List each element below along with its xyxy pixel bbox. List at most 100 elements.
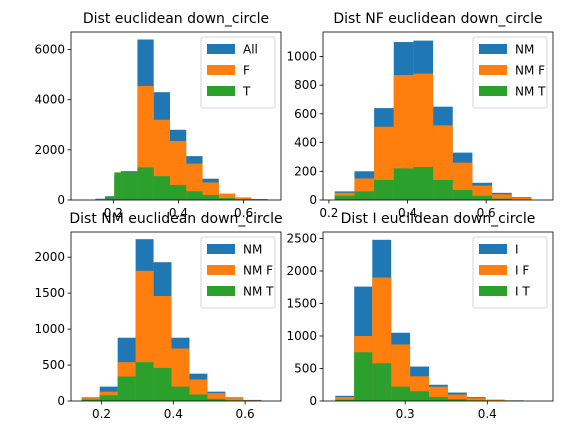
y-tick-label: 2000: [286, 264, 317, 278]
histogram-bar: [335, 397, 355, 401]
axes-frame: [70, 231, 282, 402]
histogram-bar: [372, 363, 392, 401]
x-tick-label: 0.4: [169, 206, 188, 220]
y-tick-label: 1500: [34, 286, 65, 300]
histogram-bar: [374, 179, 394, 200]
axes-frame: [322, 231, 554, 402]
y-tick-label: 0: [309, 193, 317, 207]
legend-swatch: [479, 265, 507, 275]
y-tick-label: 1000: [286, 49, 317, 63]
axes-frame: [70, 31, 282, 201]
chart-title: Dist I euclidean down_circle: [341, 211, 536, 227]
legend-swatch: [479, 86, 507, 96]
histogram-bar: [354, 191, 375, 200]
histogram-bar: [447, 394, 467, 401]
legend-label: NM: [515, 43, 534, 57]
y-tick-label: 600: [294, 107, 317, 121]
chart-panel-3: 0.2 0.4 0.6 0 500 1000 1500 2000 Dist NM euclide…: [34, 211, 282, 421]
histogram-bar: [410, 391, 429, 401]
x-tick-label: 0.2: [104, 206, 123, 220]
histogram-bar: [218, 197, 236, 200]
legend-label: All: [243, 43, 258, 57]
y-tick-label: 200: [294, 164, 317, 178]
histogram-bar: [472, 195, 493, 200]
histogram-bar: [99, 395, 118, 401]
histogram-bar: [202, 194, 219, 200]
x-tick-label: 0.2: [92, 407, 111, 421]
histogram-bar: [413, 166, 434, 200]
legend-label: NM T: [243, 285, 274, 299]
x-tick-label: 0.6: [477, 206, 496, 220]
y-tick-label: 2500: [286, 232, 317, 246]
histogram-bar: [105, 197, 115, 200]
histogram-bar: [391, 386, 411, 401]
y-tick-label: 1500: [286, 297, 317, 311]
histogram-bar: [393, 168, 414, 200]
histogram-bar: [117, 376, 136, 401]
legend-swatch: [207, 286, 235, 296]
y-tick-label: 2000: [34, 143, 65, 157]
legend-swatch: [479, 65, 507, 75]
y-tick-label: 500: [294, 362, 317, 376]
legend-swatch: [207, 265, 235, 275]
histogram-bar: [511, 197, 532, 200]
legend: I I F I T: [472, 236, 548, 309]
legend: NM NM F NM T: [472, 36, 548, 109]
histogram-bar: [137, 167, 154, 200]
histogram-bar: [153, 367, 172, 401]
y-tick-label: 1000: [286, 329, 317, 343]
legend-swatch: [479, 286, 507, 296]
y-tick-label: 1000: [34, 322, 65, 336]
series-t: [105, 167, 252, 200]
histogram-bar: [485, 400, 505, 401]
histogram-bar: [218, 193, 236, 200]
y-tick-label: 2000: [34, 250, 65, 264]
legend-swatch: [207, 86, 235, 96]
legend-label: NM F: [515, 64, 545, 78]
histogram-bar: [225, 398, 244, 401]
legend-label: NM F: [243, 264, 273, 278]
histogram-bar: [335, 399, 355, 401]
histogram-bar: [153, 176, 170, 200]
y-tick-label: 800: [294, 78, 317, 92]
histogram-bar: [354, 352, 373, 401]
chart-title: Dist NF euclidean down_circle: [333, 11, 542, 27]
chart-title: Dist euclidean down_circle: [83, 11, 269, 27]
x-tick-label: 0.2: [319, 206, 338, 220]
histogram-bar: [428, 397, 448, 401]
legend-label: I F: [515, 264, 529, 278]
x-tick-label: 0.6: [236, 407, 255, 421]
series-i-t: [335, 352, 486, 401]
histogram-bar: [492, 194, 512, 200]
x-tick-label: 0.4: [398, 206, 417, 220]
x-tick-label: 0.4: [164, 407, 183, 421]
y-tick-label: 500: [42, 358, 65, 372]
histogram-bar: [334, 195, 355, 200]
histogram-bar: [186, 191, 203, 200]
histogram-bar: [466, 398, 486, 401]
histogram-bar: [207, 393, 226, 401]
x-tick-label: 0.4: [478, 407, 497, 421]
histogram-bar: [114, 172, 122, 200]
histogram-bar: [207, 398, 226, 401]
chart-panel-2: 0.2 0.4 0.6 0 200 400 600 800 1000 Dist NF euclid…: [286, 11, 554, 220]
histogram-bar: [186, 163, 203, 200]
legend-label: NM T: [515, 85, 546, 99]
chart-title: Dist NM euclidean down_circle: [69, 211, 282, 227]
histogram-bar: [81, 399, 100, 401]
chart-panel-4: 0.3 0.4 0 500 1000 1500 2000 2500 Dist I euclide…: [286, 211, 554, 421]
series-nm-t: [81, 362, 244, 401]
y-tick-label: 6000: [34, 43, 65, 57]
legend-label: I T: [515, 285, 530, 299]
histogram-bar: [492, 198, 512, 200]
legend-swatch: [207, 65, 235, 75]
chart-panel-1: 0.2 0.4 0.6 0 2000 4000 6000 Dist euclidean dow…: [34, 11, 282, 220]
y-tick-label: 4000: [34, 93, 65, 107]
axes-frame: [322, 31, 554, 201]
legend-label: T: [242, 85, 251, 99]
legend-swatch: [207, 244, 235, 254]
histogram-bar: [169, 184, 187, 200]
legend-label: I: [515, 243, 519, 257]
legend-label: NM: [243, 243, 262, 257]
